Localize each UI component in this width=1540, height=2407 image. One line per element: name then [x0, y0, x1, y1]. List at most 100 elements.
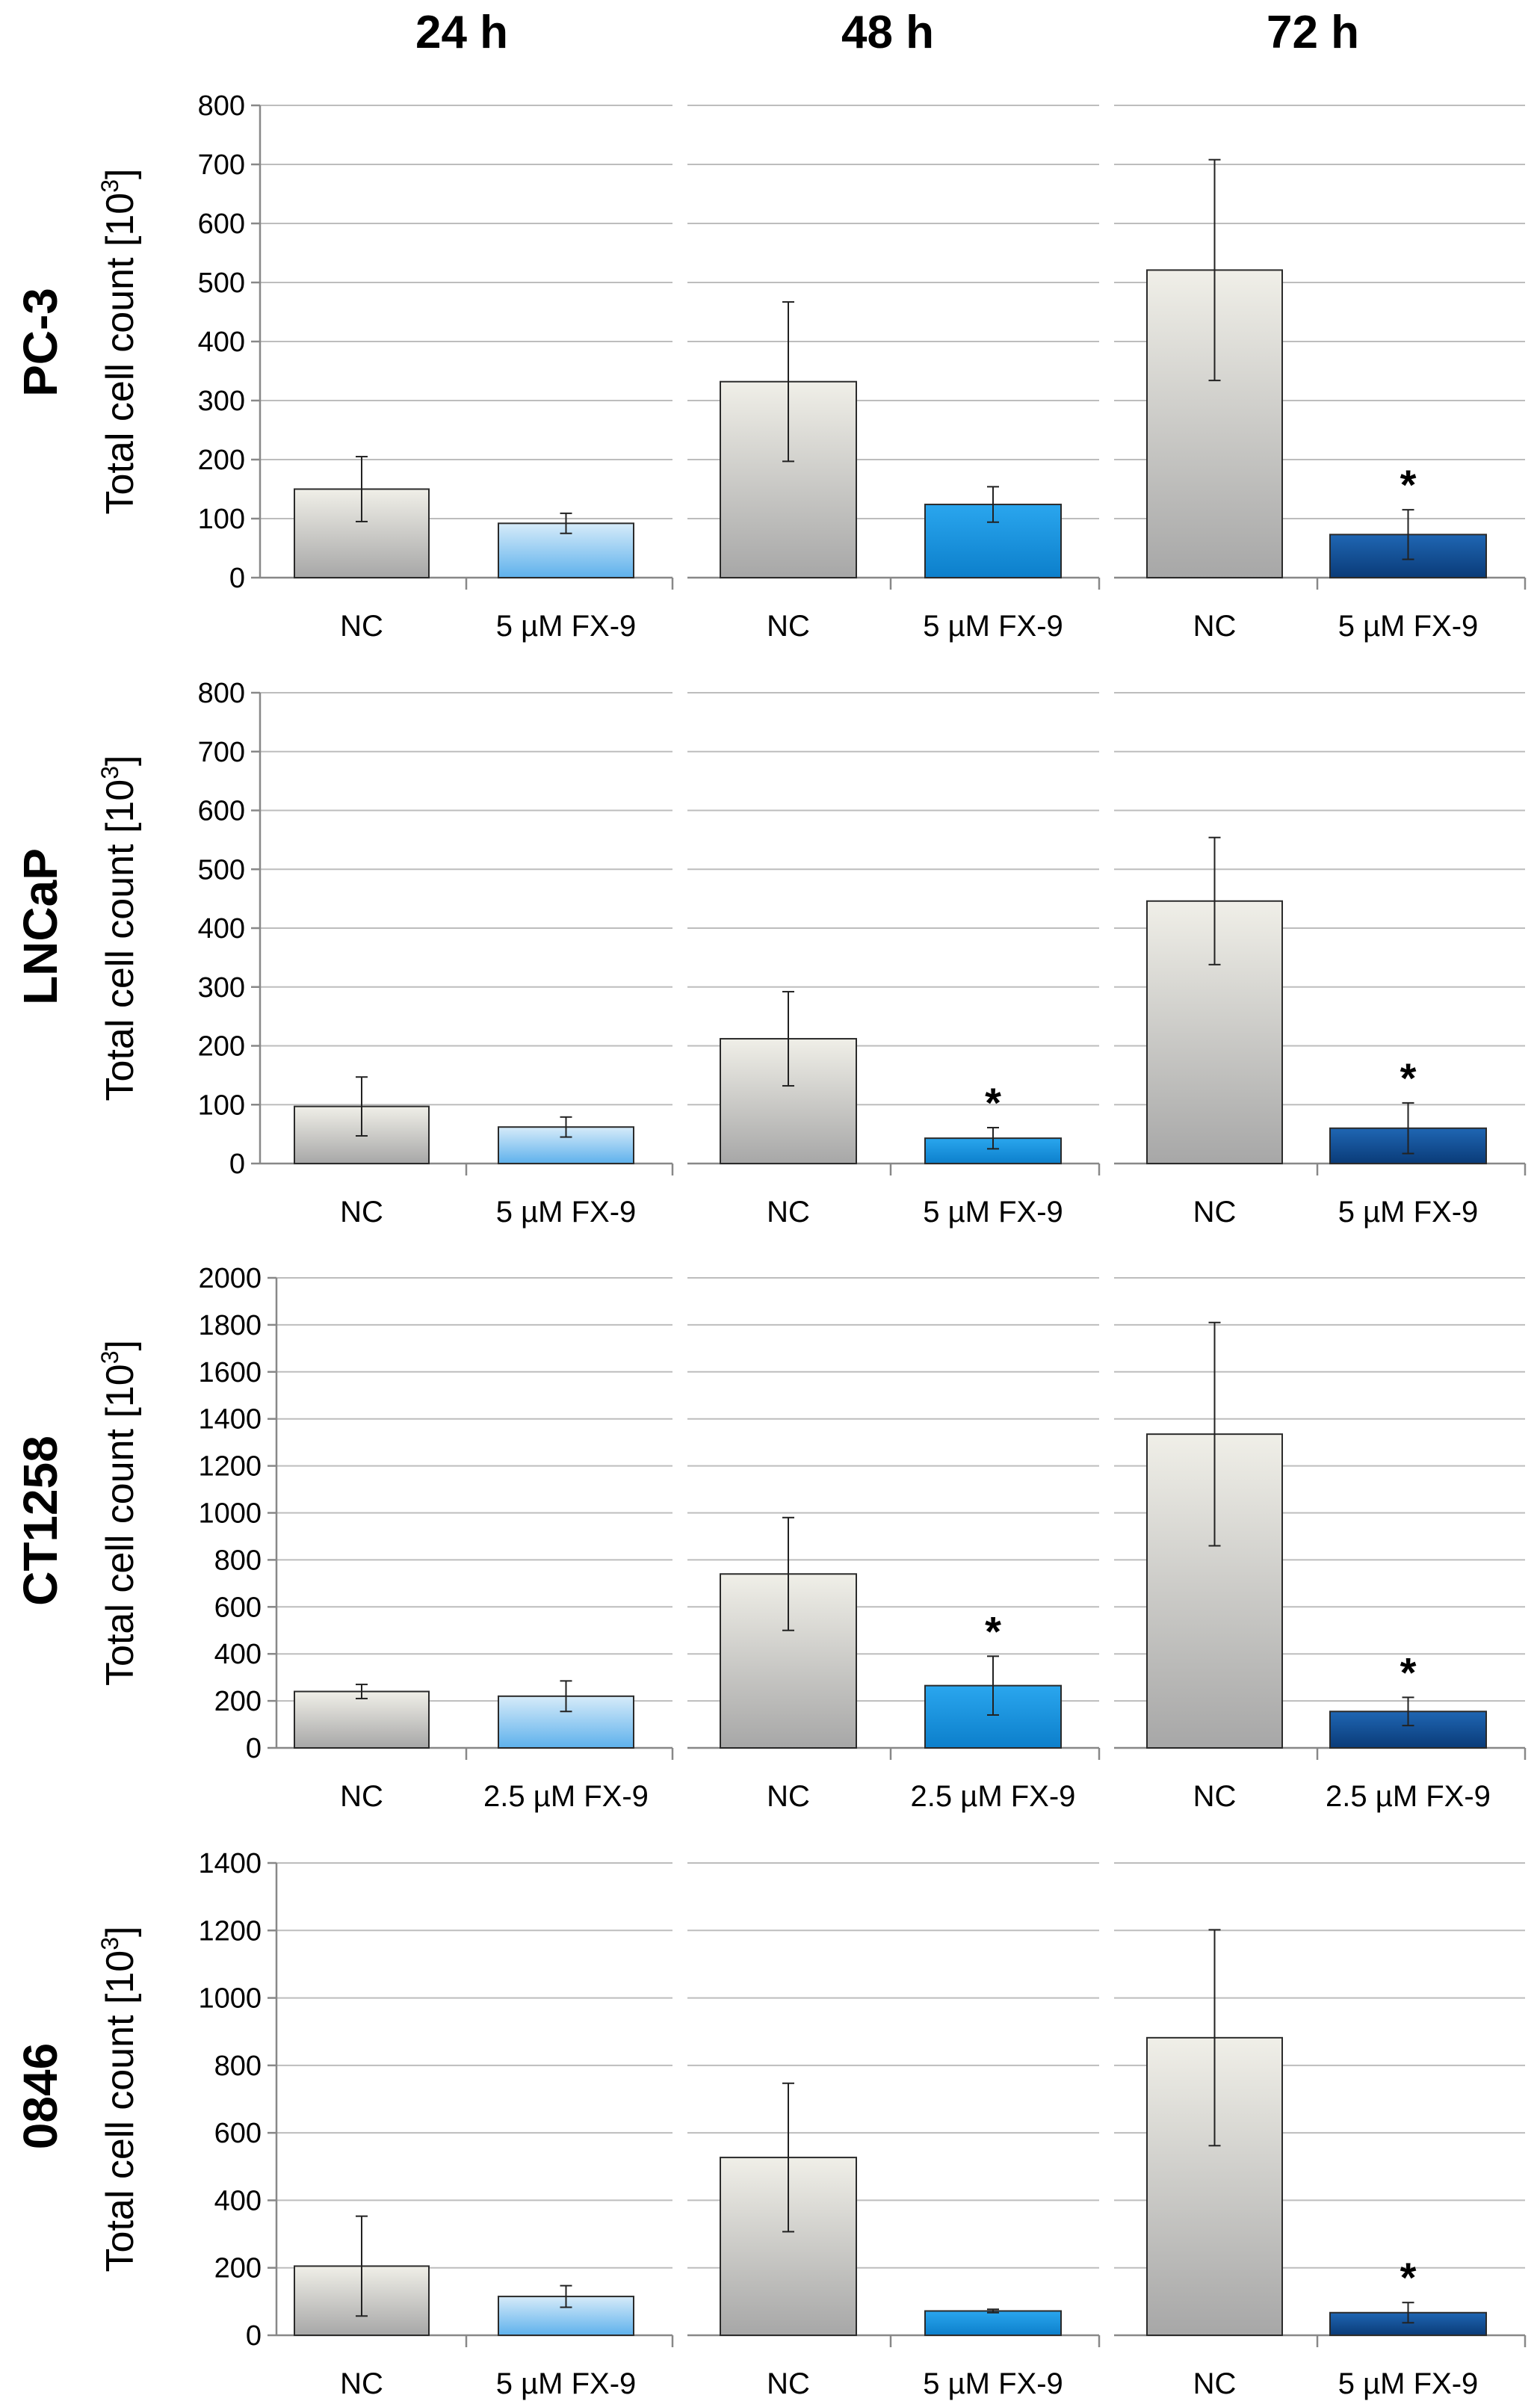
y-tick-label: 0 [229, 563, 245, 594]
y-axis-label-superscript: 3 [96, 1937, 123, 1950]
category-label: NC [340, 2367, 383, 2400]
category-label: 2.5 µM FX-9 [483, 1780, 649, 1813]
y-tick-label: 1800 [198, 1310, 262, 1341]
y-tick-label: 1400 [198, 1404, 262, 1436]
y-tick-label: 100 [198, 1090, 245, 1121]
category-label: 2.5 µM FX-9 [1326, 1780, 1491, 1813]
y-tick-label: 200 [214, 1686, 262, 1717]
category-label: NC [767, 1780, 810, 1813]
significance-marker: * [1400, 1649, 1417, 1696]
chart-panel-pc-3-72h: NC 5 µM FX-9 * [1114, 105, 1527, 643]
y-tick-label: 600 [214, 1592, 262, 1623]
y-tick-label: 700 [198, 737, 245, 768]
category-label: NC [767, 610, 810, 643]
chart-panel-pc-3-48h: NC 5 µM FX-9 [687, 105, 1101, 643]
y-axis-label: Total cell count [103] [96, 1926, 142, 2272]
category-label: 5 µM FX-9 [1338, 1196, 1479, 1229]
y-axis-label: Total cell count [103] [96, 169, 142, 515]
category-label: 5 µM FX-9 [923, 2367, 1063, 2400]
category-label: 5 µM FX-9 [496, 2367, 637, 2400]
y-tick-label: 0 [246, 1733, 262, 1764]
category-label: NC [340, 610, 383, 643]
y-tick-label: 600 [198, 208, 245, 240]
chart-panel-ct1258-72h: NC 2.5 µM FX-9 * [1114, 1277, 1527, 1813]
y-tick-label: 1000 [198, 1498, 262, 1530]
category-label: NC [340, 1196, 383, 1229]
y-axis-label-main: Total cell count [10 [99, 193, 142, 515]
y-axis-label-superscript: 3 [96, 1350, 123, 1364]
y-tick-label: 800 [214, 1545, 262, 1576]
bar-fx9 [498, 1695, 634, 1749]
row-title-ct1258: CT1258 [13, 1436, 67, 1606]
y-tick-label: 600 [198, 796, 245, 827]
category-label: NC [1193, 1196, 1237, 1229]
y-tick-label: 0 [229, 1149, 245, 1180]
bar-fx9 [1329, 1711, 1487, 1749]
y-axis-label: Total cell count [103] [96, 756, 142, 1101]
chart-panel-0846-48h: NC 5 µM FX-9 [687, 1862, 1101, 2400]
y-tick-label: 1200 [198, 1451, 262, 1483]
category-label: 5 µM FX-9 [1338, 2367, 1479, 2400]
y-axis-label-close: ] [99, 756, 142, 766]
chart-panel-0846-24h: 0 200 400 600 800 1000 1200 1400 Total cell coun… [96, 1848, 674, 2400]
y-tick-label: 400 [198, 327, 245, 358]
row-title-lncap: LNCaP [13, 848, 67, 1005]
category-label: NC [340, 1780, 383, 1813]
y-tick-label: 1600 [198, 1357, 262, 1388]
bar-nc [294, 488, 430, 578]
y-tick-label: 800 [214, 2051, 262, 2082]
category-label: 5 µM FX-9 [1338, 610, 1479, 643]
column-title-72h: 72 h [1267, 7, 1359, 58]
category-label: 5 µM FX-9 [923, 610, 1063, 643]
chart-panel-pc-3-24h: 0 100 200 300 400 500 600 700 800 Total cell coun… [96, 90, 674, 643]
y-tick-label: 100 [198, 504, 245, 535]
y-axis-label-main: Total cell count [10 [99, 1950, 142, 2272]
y-tick-label: 400 [214, 2185, 262, 2216]
bar-fx9 [924, 2310, 1062, 2336]
y-axis-label-main: Total cell count [10 [99, 779, 142, 1101]
significance-marker: * [1400, 461, 1417, 508]
y-tick-label: 200 [198, 1031, 245, 1063]
category-label: 5 µM FX-9 [923, 1196, 1063, 1229]
category-label: NC [767, 1196, 810, 1229]
row-title-pc3: PC-3 [13, 288, 67, 397]
chart-panel-lncap-48h: NC 5 µM FX-9 * [687, 692, 1101, 1229]
y-axis-label-close: ] [99, 1340, 142, 1350]
bar-nc [294, 1690, 430, 1749]
y-tick-label: 400 [214, 1639, 262, 1670]
y-tick-label: 2000 [198, 1263, 262, 1294]
category-label: 5 µM FX-9 [496, 1196, 637, 1229]
category-label: 2.5 µM FX-9 [911, 1780, 1076, 1813]
y-tick-label: 200 [214, 2253, 262, 2284]
y-axis-label-close: ] [99, 1926, 142, 1937]
y-tick-label: 800 [198, 90, 245, 122]
y-tick-label: 300 [198, 972, 245, 1004]
y-tick-label: 300 [198, 386, 245, 417]
chart-panel-lncap-72h: NC 5 µM FX-9 * [1114, 692, 1527, 1229]
y-axis-label-superscript: 3 [96, 766, 123, 779]
category-label: NC [1193, 610, 1237, 643]
y-axis-label: Total cell count [103] [96, 1340, 142, 1686]
chart-panel-ct1258-48h: NC 2.5 µM FX-9 * [687, 1277, 1101, 1813]
category-label: NC [767, 2367, 810, 2400]
row-titles: PC-3 LNCaP CT1258 0846 [13, 288, 67, 2149]
y-tick-label: 600 [214, 2118, 262, 2149]
chart-panel-ct1258-24h: 0 200 400 600 800 1000 1200 1400 1600 1800 2000 Tot… [96, 1263, 674, 1813]
category-label: NC [1193, 2367, 1237, 2400]
y-tick-label: 500 [198, 854, 245, 886]
y-tick-label: 1400 [198, 1848, 262, 1879]
column-title-48h: 48 h [841, 7, 934, 58]
row-title-0846: 0846 [13, 2043, 67, 2149]
chart-panel-0846-72h: NC 5 µM FX-9 * [1114, 1862, 1527, 2400]
y-tick-label: 800 [198, 678, 245, 709]
y-tick-label: 200 [198, 445, 245, 476]
y-tick-label: 500 [198, 268, 245, 299]
column-titles: 24 h 48 h 72 h [415, 7, 1359, 58]
y-axis-label-main: Total cell count [10 [99, 1364, 142, 1686]
y-tick-label: 400 [198, 913, 245, 945]
chart-panel-lncap-24h: 0 100 200 300 400 500 600 700 800 Total cell coun… [96, 678, 674, 1229]
significance-marker: * [985, 1607, 1001, 1654]
y-tick-label: 1000 [198, 1983, 262, 2015]
